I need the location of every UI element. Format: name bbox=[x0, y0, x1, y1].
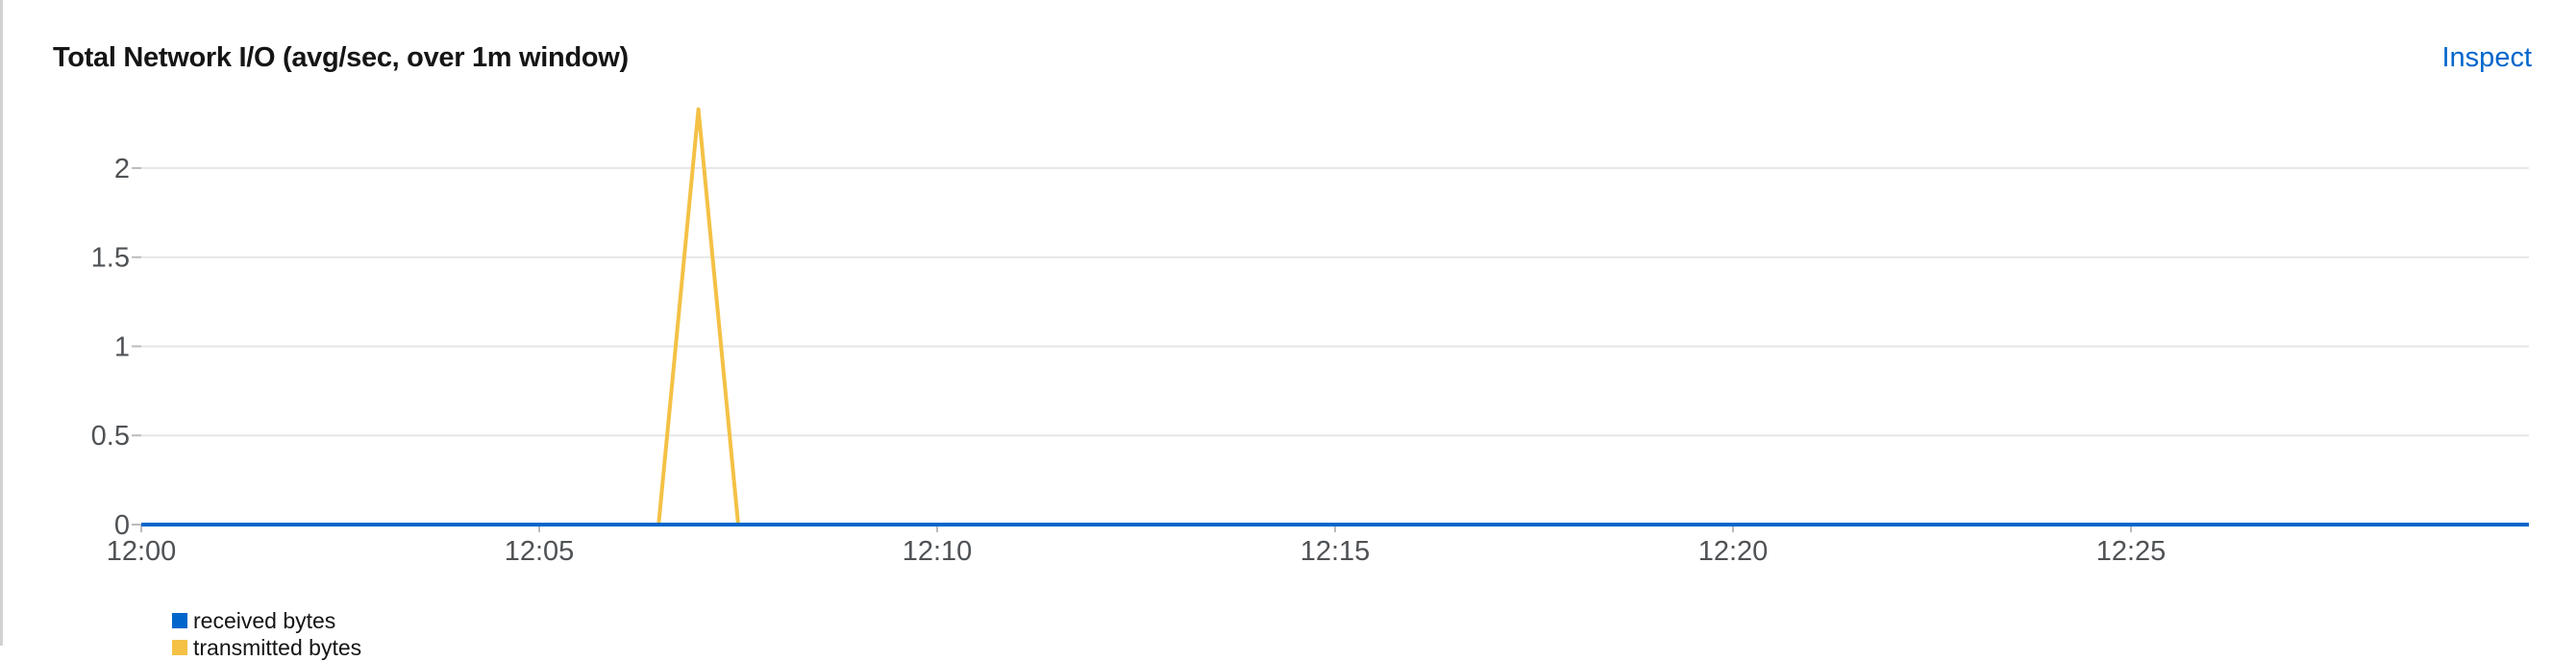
x-axis-tick-labels: 12:00 12:05 12:10 12:15 12:20 12:25 bbox=[107, 536, 2167, 567]
y-tick-label-1: 0.5 bbox=[91, 421, 130, 452]
legend-swatch-1 bbox=[172, 640, 187, 655]
x-tick-label-2: 12:10 bbox=[903, 536, 973, 567]
panel-title: Total Network I/O (avg/sec, over 1m wind… bbox=[53, 42, 629, 73]
y-tick-label-2: 1 bbox=[114, 331, 130, 362]
legend-item-0: received bytes bbox=[172, 607, 361, 634]
legend-label-1: transmitted bytes bbox=[193, 635, 362, 660]
legend-swatch-0 bbox=[172, 613, 187, 628]
network-io-chart: 0 0.5 1 1.5 2 12:00 12:05 12:10 12:15 12:20 12:25 bbox=[91, 107, 2529, 567]
inspect-link[interactable]: Inspect bbox=[2441, 42, 2533, 73]
x-tick-label-1: 12:05 bbox=[505, 536, 575, 567]
legend-label-0: received bytes bbox=[193, 608, 336, 633]
y-axis-tick-labels: 0 0.5 1 1.5 2 bbox=[91, 154, 130, 541]
y-tick-label-0: 0 bbox=[114, 510, 130, 541]
x-tick-label-5: 12:25 bbox=[2096, 536, 2167, 567]
series-line-1 bbox=[141, 107, 2529, 526]
y-tick-label-3: 1.5 bbox=[91, 243, 130, 274]
chart-legend: received bytes transmitted bytes bbox=[172, 607, 361, 661]
x-tick-label-3: 12:15 bbox=[1300, 536, 1371, 567]
x-tick-label-0: 12:00 bbox=[107, 536, 177, 567]
grid-lines bbox=[132, 166, 2529, 532]
legend-item-1: transmitted bytes bbox=[172, 634, 361, 661]
x-tick-label-4: 12:20 bbox=[1698, 536, 1769, 567]
series-lines bbox=[141, 107, 2529, 526]
y-tick-label-4: 2 bbox=[114, 154, 130, 184]
